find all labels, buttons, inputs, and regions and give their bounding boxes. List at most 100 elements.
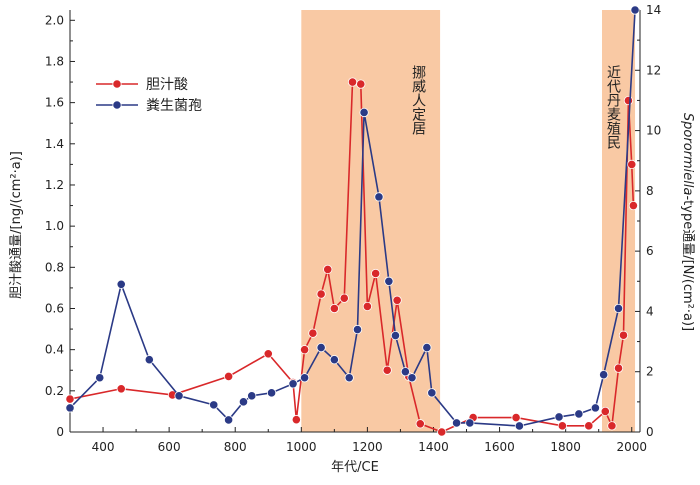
- x-tick-label: 400: [92, 440, 115, 454]
- series-0-point: [329, 303, 339, 314]
- series-0-point: [300, 345, 310, 355]
- x-tick-label: 1400: [418, 440, 449, 454]
- y-right-tick-label: 12: [646, 63, 661, 77]
- series-1-point: [390, 330, 401, 341]
- x-tick-label: 1800: [550, 440, 581, 454]
- series-1-point: [344, 373, 354, 383]
- ticks: 400 600 800 1000 1200 1400 1600 1800 200000.20.4…: [45, 3, 661, 454]
- series-1-point: [427, 388, 437, 398]
- series-1-point: [359, 107, 369, 118]
- y-right-axis-title: Sporormiella-type通量/[N/(cm²·a)]: [680, 113, 695, 331]
- series-0-point: [339, 293, 349, 303]
- y-left-axis-title: 胆汁酸通量/[ng/(cm²·a)]: [9, 151, 24, 299]
- y-left-tick-label: 0: [56, 425, 64, 439]
- series-0-point: [584, 421, 594, 431]
- series-0-point: [627, 159, 637, 169]
- series-0-point: [600, 406, 610, 417]
- y-right-tick-label: 14: [646, 3, 661, 17]
- series-1-point: [116, 279, 126, 289]
- x-tick-label: 800: [224, 440, 247, 454]
- y-right-tick-label: 10: [646, 124, 661, 138]
- series-1-point: [465, 418, 475, 428]
- y-left-tick-label: 1.4: [45, 137, 64, 151]
- series-1-point: [400, 367, 410, 377]
- series-0-point: [316, 289, 326, 299]
- x-tick-label: 600: [158, 440, 181, 454]
- series-0-point: [116, 384, 126, 394]
- x-axis-title: 年代/CE: [331, 460, 379, 475]
- series-1-point: [224, 415, 234, 425]
- series-0-point: [382, 365, 392, 375]
- series-0-point: [415, 419, 425, 429]
- series-1-point: [95, 373, 105, 383]
- series-1-point: [613, 303, 624, 314]
- series-0-point: [511, 412, 521, 423]
- series-0-point: [323, 264, 333, 274]
- y-left-tick-label: 0.4: [45, 343, 64, 357]
- series-1-point: [422, 342, 432, 353]
- series-1-point: [300, 373, 310, 383]
- series-0-point: [613, 363, 624, 373]
- shaded-period-1: [602, 10, 636, 432]
- series-layer: [65, 5, 640, 437]
- series-0-point: [628, 200, 638, 211]
- series-1-point: [288, 379, 298, 389]
- legend-marker-0: [112, 79, 122, 89]
- series-1-point: [574, 409, 584, 419]
- y-right-axis-title-italic: Sporormiella: [680, 113, 695, 196]
- series-1-point: [238, 397, 249, 407]
- shaded-period-label-1: 近代丹麦殖民: [605, 65, 621, 150]
- series-1-point: [554, 412, 564, 422]
- series-0-point: [308, 328, 318, 338]
- series-0-point: [618, 330, 629, 340]
- series-1-point: [590, 403, 600, 413]
- shaded-periods: 挪威人定居 近代丹麦殖民: [301, 10, 636, 432]
- x-tick-label: 1000: [286, 440, 317, 454]
- shaded-period-label-0: 挪威人定居: [410, 65, 426, 135]
- y-left-tick-label: 1.2: [45, 178, 64, 192]
- series-0-point: [224, 371, 234, 382]
- y-left-tick-label: 1.8: [45, 54, 64, 68]
- y-right-axis-title-rest: -type通量/[N/(cm²·a)]: [680, 195, 695, 331]
- series-0-point: [392, 295, 402, 305]
- series-1-point: [316, 342, 326, 353]
- y-right-tick-label: 8: [646, 184, 654, 198]
- y-right-tick-label: 4: [646, 304, 654, 318]
- series-1-point: [144, 355, 154, 365]
- y-right-tick-label: 2: [646, 365, 654, 379]
- series-0-point: [356, 79, 366, 89]
- series-1-point: [630, 5, 640, 15]
- series-1-point: [374, 192, 384, 202]
- series-1-point: [266, 388, 277, 398]
- series-0-point: [291, 415, 301, 425]
- legend-marker-1: [112, 100, 122, 110]
- y-right-tick-label: 0: [646, 425, 654, 439]
- series-1-point: [452, 418, 462, 428]
- shaded-period-0: [301, 10, 441, 432]
- series-0-point: [437, 427, 447, 437]
- y-left-tick-label: 0.6: [45, 301, 64, 315]
- series-1-point: [599, 370, 609, 380]
- x-tick-label: 1200: [352, 440, 383, 454]
- y-left-tick-label: 2.0: [45, 13, 64, 27]
- series-1-point: [247, 391, 257, 401]
- y-right-tick-label: 6: [646, 244, 654, 258]
- series-0-point: [557, 421, 567, 431]
- legend-label-1: 粪生菌孢: [146, 98, 202, 114]
- series-0-point: [623, 95, 634, 106]
- series-1-point: [514, 421, 524, 431]
- series-1-point: [209, 400, 219, 410]
- series-0-point: [371, 268, 381, 279]
- y-left-tick-label: 1.6: [45, 96, 64, 110]
- series-0-point: [65, 394, 75, 404]
- series-1-point: [329, 355, 339, 365]
- x-tick-label: 2000: [616, 440, 647, 454]
- x-tick-label: 1600: [484, 440, 515, 454]
- series-0-point: [607, 421, 617, 431]
- series-1-point: [65, 403, 75, 413]
- series-1-point: [384, 276, 394, 286]
- series-1-point: [407, 373, 417, 383]
- series-1-point: [174, 391, 184, 401]
